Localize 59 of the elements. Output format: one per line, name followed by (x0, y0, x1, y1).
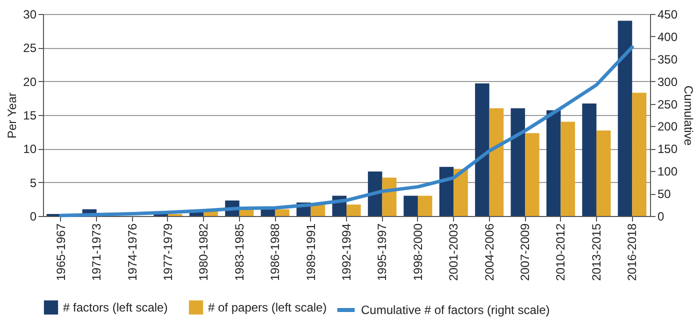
y2-tick-label: 450 (658, 8, 678, 22)
y-tick-label: 10 (23, 142, 37, 156)
x-tick-label: 1986-1988 (268, 223, 282, 281)
y-tick-label: 20 (23, 74, 37, 89)
bar (382, 178, 396, 216)
y2-tick-label: 400 (658, 30, 678, 44)
y2-tick-label: 200 (658, 120, 678, 134)
bar (525, 133, 540, 216)
y-tick-label: 5 (30, 176, 37, 190)
y2-tick-label: 300 (658, 74, 678, 89)
x-tick-label: 1995-1997 (375, 223, 390, 281)
x-tick-label: 2007-2009 (518, 223, 532, 281)
bar (404, 196, 418, 216)
bar (546, 110, 561, 216)
line-series (59, 45, 634, 218)
x-tick-label: 2016-2018 (625, 223, 640, 281)
bar (475, 83, 490, 216)
x-tick-label: 1992-1994 (340, 223, 354, 281)
x-tick-label: 2010-2012 (554, 223, 568, 281)
x-tick-label: 1965-1967 (54, 223, 68, 281)
x-tick-label: 1980-1982 (196, 223, 211, 281)
bar (418, 196, 432, 216)
bar (632, 92, 646, 216)
bar (454, 168, 468, 216)
bar (489, 108, 504, 216)
x-tick-label: 2004-2006 (482, 223, 496, 281)
bar (560, 122, 576, 216)
bar (596, 130, 611, 216)
x-tick-label: 1977-1979 (160, 223, 175, 281)
bar (439, 166, 454, 216)
y-tick-label: 25 (23, 41, 37, 56)
legend-label: Cumulative # of factors (right scale) (361, 303, 550, 317)
bar (275, 209, 290, 216)
y-tick-label: 0 (30, 210, 37, 224)
bar (510, 108, 526, 216)
x-tick-label: 1998-2000 (410, 223, 425, 281)
y2-tick-label: 0 (658, 210, 664, 224)
bar (368, 172, 382, 216)
y2-tick-label: 150 (658, 142, 678, 156)
bar (582, 104, 596, 216)
bar (346, 204, 361, 216)
x-tick-label: 1989-1991 (304, 223, 318, 281)
x-tick-label: 2001-2003 (446, 223, 461, 281)
x-tick-label: 2013-2015 (589, 223, 604, 281)
y-tick-label: 15 (23, 108, 37, 122)
y2-tick-label: 50 (658, 187, 672, 202)
y-axis-title: Per Year (5, 92, 20, 139)
legend-label: # of papers (left scale) (208, 300, 327, 314)
bar (618, 20, 632, 216)
y2-tick-label: 250 (658, 97, 678, 112)
legend-label: # factors (left scale) (63, 300, 168, 314)
y2-tick-label: 100 (658, 164, 678, 179)
y-tick-label: 30 (23, 8, 37, 22)
bar (260, 209, 276, 216)
y2-tick-label: 350 (658, 52, 678, 66)
y2-axis-title: Cumulative (682, 85, 696, 146)
x-tick-label: 1974-1976 (125, 223, 140, 281)
x-tick-label: 1971-1973 (90, 223, 104, 281)
x-tick-label: 1983-1985 (232, 223, 246, 281)
